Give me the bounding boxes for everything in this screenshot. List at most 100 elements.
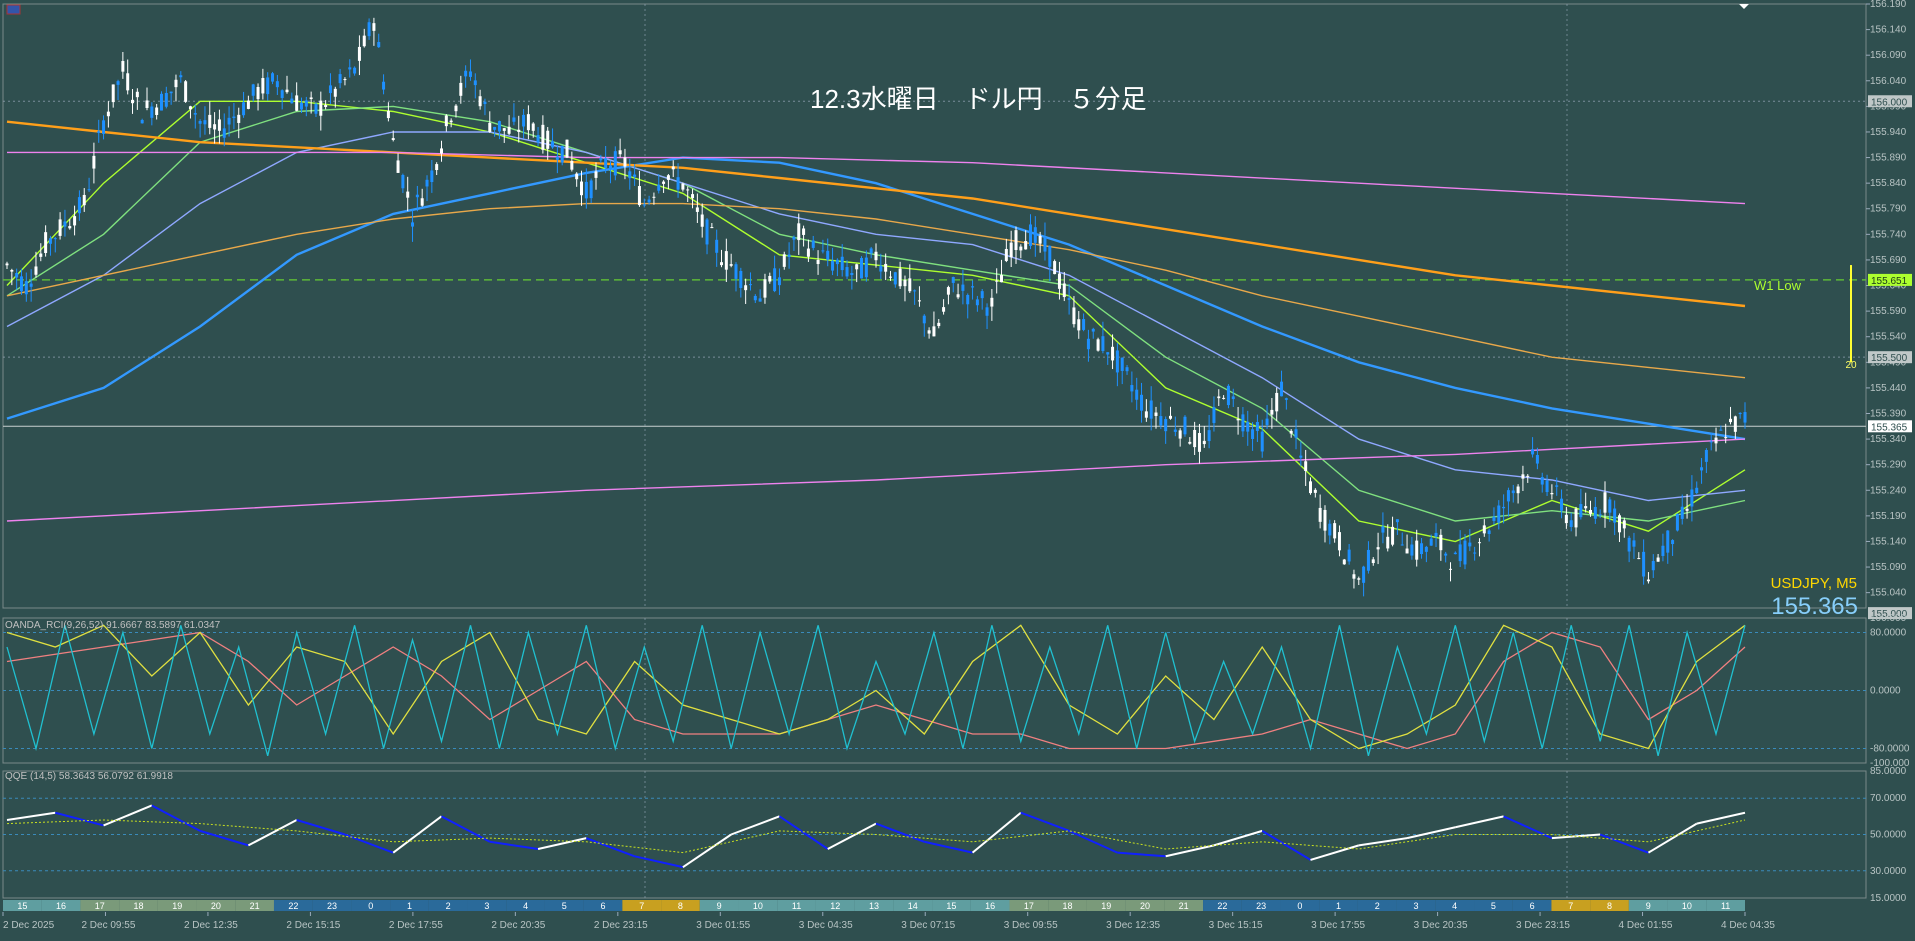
candle-body <box>507 126 511 134</box>
qqe-tick-label: 85.0000 <box>1870 766 1907 777</box>
hour-segment <box>777 900 816 911</box>
candle-body <box>1574 508 1578 528</box>
candle-body <box>666 175 670 180</box>
candle-body <box>1391 526 1395 545</box>
hour-label: 19 <box>1101 901 1111 911</box>
candle-body <box>517 129 521 132</box>
candle-body <box>821 250 825 252</box>
candle-body <box>1072 307 1076 325</box>
hour-segment <box>1086 900 1126 911</box>
qqe-line-segment <box>1310 844 1360 861</box>
candle-body <box>570 160 574 170</box>
candle-body <box>328 85 332 94</box>
time-tick-label: 2 Dec 2025 <box>3 920 55 931</box>
hour-segment <box>1280 900 1320 911</box>
candle-body <box>1646 579 1650 582</box>
qqe-line-segment <box>1261 830 1312 861</box>
candle-body <box>1265 418 1269 426</box>
price-tick-label: 155.390 <box>1870 408 1907 419</box>
candle-body <box>53 238 57 240</box>
candle-body <box>1376 547 1380 550</box>
candle-body <box>1217 396 1221 399</box>
candle-body <box>1729 418 1733 423</box>
candle-body <box>748 284 752 286</box>
candle-body <box>1183 416 1187 435</box>
qqe-line-segment <box>1647 822 1698 854</box>
candle-body <box>522 114 526 127</box>
chart-title: 12.3水曜日 ドル円 ５分足 <box>810 84 1147 114</box>
candle-body <box>82 194 86 206</box>
candle-body <box>1468 542 1472 547</box>
candle-body <box>1463 540 1467 565</box>
candle-body <box>1280 381 1284 397</box>
time-tick-label: 4 Dec 04:35 <box>1721 920 1775 931</box>
hour-label: 13 <box>869 901 879 911</box>
moving-average-line <box>6 120 1746 308</box>
hour-label: 23 <box>327 901 337 911</box>
rci-indicator-label: OANDA_RCI(9,26,52) 91.6667 83.5897 61.03… <box>5 620 221 631</box>
candle-body <box>1420 543 1424 555</box>
candle-body <box>227 117 231 125</box>
candle-body <box>415 194 419 198</box>
candle-body <box>1381 526 1385 533</box>
chart-menu-icon[interactable] <box>6 4 21 15</box>
candle-body <box>1477 542 1481 544</box>
candle-body <box>1111 346 1115 361</box>
hour-label: 21 <box>1179 901 1189 911</box>
candle-body <box>946 287 950 295</box>
time-tick-label: 3 Dec 09:55 <box>1004 920 1058 931</box>
candle-body <box>1193 429 1197 448</box>
shift-marker-icon[interactable] <box>1739 4 1749 9</box>
candle-body <box>464 70 468 77</box>
candle-body <box>1313 489 1317 493</box>
candle-body <box>990 297 994 307</box>
candle-body <box>831 260 835 271</box>
candle-body <box>695 207 699 212</box>
candle-body <box>729 264 733 266</box>
hour-label: 1 <box>407 901 412 911</box>
candle-body <box>913 290 917 292</box>
candle-body <box>652 196 656 198</box>
candle-body <box>362 35 366 47</box>
qqe-line-segment <box>634 855 684 869</box>
hour-segment <box>583 900 623 911</box>
qqe-line-segment <box>1406 826 1456 840</box>
candle-body <box>1067 298 1071 300</box>
candle-body <box>536 135 540 143</box>
qqe-line-segment <box>6 811 56 821</box>
candle-body <box>1115 350 1119 373</box>
candle-body <box>488 122 492 132</box>
candle-body <box>1024 240 1028 250</box>
candle-body <box>1564 514 1568 524</box>
qqe-line-segment <box>441 815 491 843</box>
qqe-line-segment <box>827 822 877 850</box>
candle-body <box>1000 275 1004 283</box>
candle-body <box>1458 544 1462 562</box>
candle-body <box>1357 578 1361 580</box>
candle-body <box>324 105 328 107</box>
candle-body <box>647 199 651 203</box>
candle-body <box>1386 536 1390 549</box>
candle-body <box>724 251 728 270</box>
rci-tick-label: 100.000 <box>1870 613 1907 624</box>
candle-body <box>126 73 130 91</box>
candle-body <box>150 106 154 118</box>
candle-body <box>1540 477 1544 485</box>
candle-body <box>1222 397 1226 399</box>
candle-body <box>1405 548 1409 554</box>
candle-body <box>304 100 308 107</box>
hour-label: 11 <box>1721 901 1730 911</box>
candle-body <box>1347 549 1351 562</box>
candle-body <box>1004 248 1008 261</box>
qqe-line-segment <box>682 833 732 868</box>
candle-body <box>1362 566 1366 583</box>
price-tick-label: 155.090 <box>1870 562 1907 573</box>
candle-body <box>1738 412 1742 415</box>
candle-body <box>1057 273 1061 289</box>
candle-body <box>449 120 453 123</box>
hour-label: 23 <box>1256 901 1266 911</box>
hour-segment <box>467 900 507 911</box>
candle-body <box>396 160 400 173</box>
